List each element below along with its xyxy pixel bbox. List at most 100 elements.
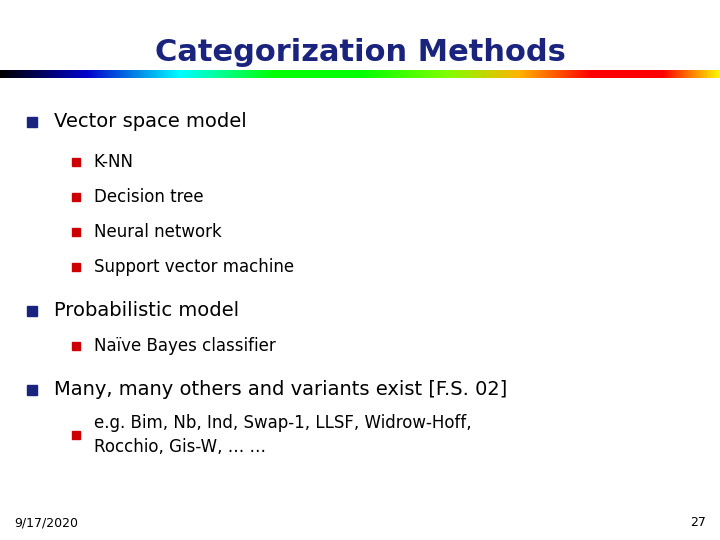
Bar — [274, 70, 275, 78]
Bar — [396, 70, 397, 78]
Bar — [661, 70, 662, 78]
Bar — [517, 70, 518, 78]
Bar — [168, 70, 170, 78]
Bar — [14, 70, 16, 78]
Bar — [305, 70, 307, 78]
Bar — [7, 70, 9, 78]
Text: Probabilistic model: Probabilistic model — [54, 301, 239, 320]
Bar — [86, 70, 88, 78]
Bar — [217, 70, 219, 78]
Bar — [582, 70, 583, 78]
Bar — [236, 70, 238, 78]
Bar — [472, 70, 474, 78]
Bar — [19, 70, 20, 78]
Bar — [323, 70, 324, 78]
Bar — [264, 70, 265, 78]
Bar — [53, 70, 55, 78]
Bar — [157, 70, 158, 78]
Bar — [81, 70, 82, 78]
Bar — [238, 70, 239, 78]
Bar — [281, 70, 282, 78]
Bar — [183, 70, 184, 78]
Bar — [498, 70, 500, 78]
Bar — [376, 70, 377, 78]
Bar — [317, 70, 318, 78]
Bar — [524, 70, 526, 78]
Bar — [707, 70, 708, 78]
Text: K-NN: K-NN — [94, 153, 134, 171]
Bar — [359, 70, 360, 78]
Bar — [154, 70, 156, 78]
Bar — [494, 70, 495, 78]
Bar — [660, 70, 661, 78]
Bar — [611, 70, 612, 78]
Bar — [69, 70, 71, 78]
Bar — [115, 70, 117, 78]
Bar — [595, 70, 596, 78]
Bar — [181, 70, 183, 78]
Bar — [12, 70, 13, 78]
Text: Many, many others and variants exist [F.S. 02]: Many, many others and variants exist [F.… — [54, 380, 508, 400]
Bar — [684, 70, 685, 78]
Bar — [647, 70, 648, 78]
Bar — [564, 70, 566, 78]
Bar — [514, 70, 516, 78]
Bar — [37, 70, 39, 78]
Bar — [226, 70, 228, 78]
Bar — [243, 70, 245, 78]
Bar — [284, 70, 285, 78]
Bar — [76, 70, 78, 78]
Bar — [91, 70, 92, 78]
Bar — [347, 70, 348, 78]
Bar — [186, 70, 187, 78]
Bar — [622, 70, 624, 78]
Bar — [10, 70, 12, 78]
Bar — [30, 70, 32, 78]
Bar — [24, 70, 26, 78]
Bar — [55, 70, 56, 78]
Bar — [410, 70, 412, 78]
Bar — [20, 70, 22, 78]
Bar — [324, 70, 325, 78]
Bar — [135, 70, 137, 78]
Bar — [389, 70, 390, 78]
Bar — [156, 70, 157, 78]
Bar — [99, 70, 101, 78]
Bar — [216, 70, 217, 78]
Bar — [271, 70, 272, 78]
Bar — [17, 70, 19, 78]
Bar — [678, 70, 680, 78]
Bar — [642, 70, 644, 78]
Text: 27: 27 — [690, 516, 706, 529]
Bar — [311, 70, 312, 78]
Bar — [167, 70, 168, 78]
Bar — [33, 70, 35, 78]
Bar — [354, 70, 356, 78]
Bar — [163, 70, 164, 78]
Bar — [32, 70, 33, 78]
Bar — [677, 70, 678, 78]
Bar — [121, 70, 122, 78]
Bar — [576, 70, 577, 78]
Bar — [315, 70, 317, 78]
Bar — [170, 70, 171, 78]
Bar — [397, 70, 399, 78]
Bar — [583, 70, 585, 78]
Bar — [554, 70, 556, 78]
Bar — [455, 70, 456, 78]
Bar — [22, 70, 23, 78]
Bar — [687, 70, 688, 78]
Bar — [209, 70, 210, 78]
Bar — [3, 70, 4, 78]
Bar — [361, 70, 363, 78]
Bar — [189, 70, 190, 78]
Bar — [148, 70, 150, 78]
Bar — [681, 70, 683, 78]
Bar — [520, 70, 521, 78]
Bar — [294, 70, 295, 78]
Bar — [616, 70, 618, 78]
Bar — [480, 70, 481, 78]
Text: Support vector machine: Support vector machine — [94, 258, 294, 276]
Bar — [664, 70, 665, 78]
Bar — [665, 70, 667, 78]
